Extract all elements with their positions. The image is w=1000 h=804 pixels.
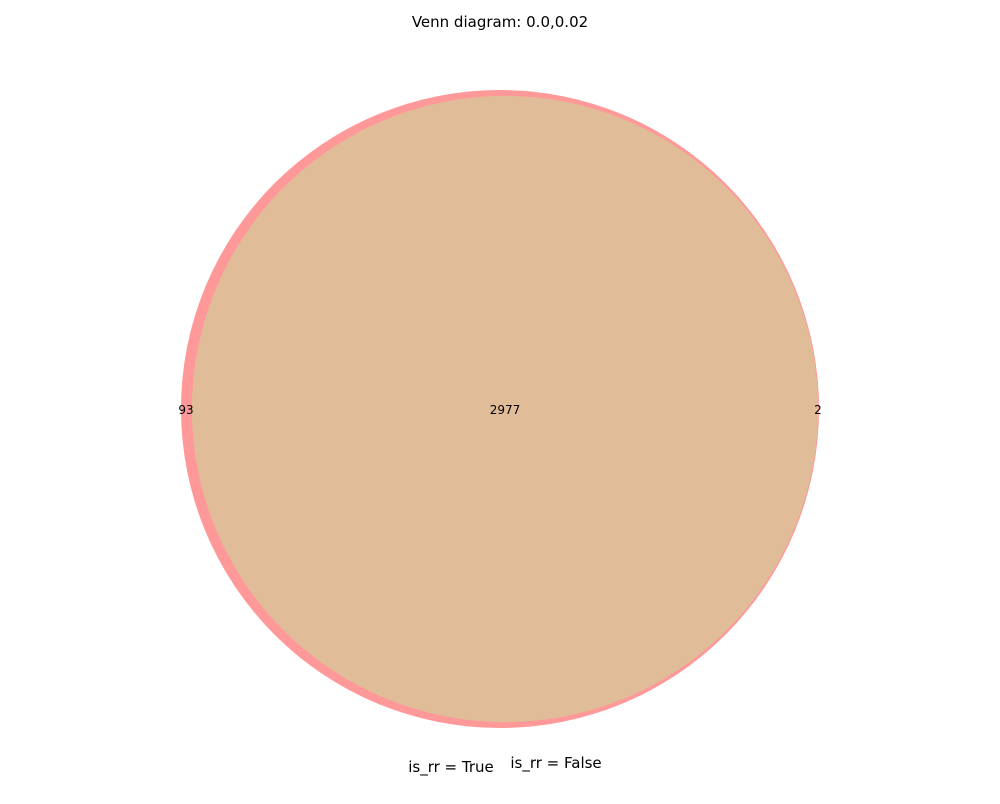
set-a-only-count: 93 bbox=[178, 403, 193, 417]
set-a-label: is_rr = True bbox=[408, 758, 494, 777]
intersection-region bbox=[192, 96, 818, 722]
set-b-only-count: 2 bbox=[814, 403, 822, 417]
set-b-label: is_rr = False bbox=[510, 754, 601, 773]
chart-title: Venn diagram: 0.0,0.02 bbox=[412, 13, 588, 31]
intersection-count: 2977 bbox=[490, 403, 521, 417]
